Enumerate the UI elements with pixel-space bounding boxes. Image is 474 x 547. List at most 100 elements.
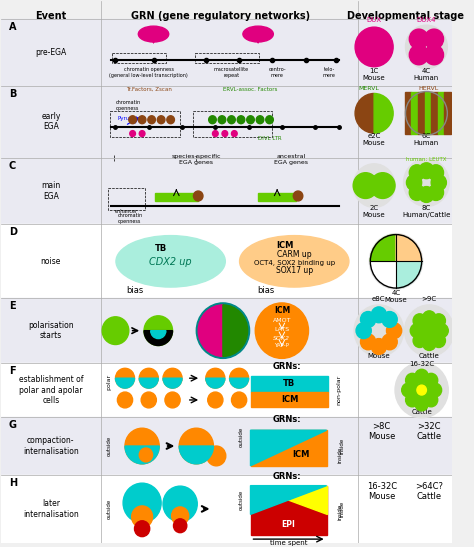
Circle shape <box>256 116 264 124</box>
Circle shape <box>386 323 401 339</box>
Wedge shape <box>370 235 396 261</box>
Circle shape <box>403 159 449 206</box>
Wedge shape <box>396 261 422 288</box>
Text: CDX2: CDX2 <box>224 322 241 327</box>
Circle shape <box>428 165 444 181</box>
Circle shape <box>415 383 428 397</box>
Polygon shape <box>250 430 327 466</box>
Circle shape <box>353 164 395 207</box>
Circle shape <box>432 334 446 347</box>
Text: telo-
mere: telo- mere <box>323 67 336 78</box>
Wedge shape <box>374 94 393 133</box>
Text: DUX4: DUX4 <box>417 17 436 23</box>
Circle shape <box>222 131 228 137</box>
Circle shape <box>123 483 161 523</box>
Text: DIVL LTR: DIVL LTR <box>258 136 282 141</box>
Text: GRNs:: GRNs: <box>273 362 301 371</box>
Circle shape <box>409 184 425 200</box>
Text: SOX2: SOX2 <box>224 330 241 335</box>
Circle shape <box>125 428 159 464</box>
Text: TB: TB <box>260 492 271 501</box>
Circle shape <box>353 173 378 199</box>
Circle shape <box>425 45 444 65</box>
Bar <box>155 193 198 201</box>
Text: DUX-C: DUX-C <box>249 32 268 37</box>
Text: ancestral
EGA genes: ancestral EGA genes <box>274 154 309 165</box>
Circle shape <box>371 339 386 354</box>
Text: later
internalisation: later internalisation <box>23 499 79 519</box>
Text: DUX-C: DUX-C <box>144 32 163 37</box>
Circle shape <box>196 303 249 358</box>
Circle shape <box>293 191 303 201</box>
Text: YAP: YAP <box>206 330 217 335</box>
Text: main
EGA: main EGA <box>41 181 61 201</box>
Text: >64C?: >64C? <box>415 481 443 491</box>
Circle shape <box>130 131 136 137</box>
Text: EPI: EPI <box>282 520 295 529</box>
Wedge shape <box>163 378 182 388</box>
Text: 8C: 8C <box>422 205 431 211</box>
Polygon shape <box>250 486 327 514</box>
Circle shape <box>419 163 434 179</box>
Text: Human: Human <box>414 140 439 146</box>
Text: pre-EGA: pre-EGA <box>35 48 66 57</box>
Circle shape <box>423 324 436 337</box>
Text: noise: noise <box>41 257 61 266</box>
Text: human: LEUTX: human: LEUTX <box>406 157 447 162</box>
Text: LATS: LATS <box>274 327 290 331</box>
Circle shape <box>417 385 427 395</box>
Text: TB: TB <box>264 435 276 444</box>
Text: Cattle: Cattle <box>417 432 442 441</box>
Wedge shape <box>229 378 248 388</box>
Circle shape <box>165 392 180 408</box>
Text: polar: polar <box>106 374 111 390</box>
Text: TEAD: TEAD <box>203 322 220 327</box>
Text: non-polar: non-polar <box>337 375 341 405</box>
Text: OCT4, SOX2 binding up: OCT4, SOX2 binding up <box>254 260 335 266</box>
Circle shape <box>102 317 129 345</box>
Bar <box>252 392 328 408</box>
Text: Pyruvate: Pyruvate <box>118 116 142 121</box>
Circle shape <box>435 324 448 337</box>
Text: Event: Event <box>35 11 66 21</box>
Circle shape <box>370 173 395 199</box>
Text: Tr.Factors, Zscan: Tr.Factors, Zscan <box>126 86 172 91</box>
Text: YAP-P: YAP-P <box>274 344 290 348</box>
Circle shape <box>409 45 428 65</box>
Text: 16-32C: 16-32C <box>367 481 397 491</box>
Circle shape <box>405 25 447 69</box>
Bar <box>438 92 445 134</box>
Circle shape <box>425 29 444 49</box>
Circle shape <box>135 521 150 537</box>
Bar <box>258 193 296 201</box>
Circle shape <box>371 307 386 323</box>
Text: 16-32C: 16-32C <box>409 361 434 367</box>
Bar <box>1 19 452 85</box>
Wedge shape <box>198 305 223 357</box>
Circle shape <box>139 448 153 462</box>
Circle shape <box>361 334 376 350</box>
Text: GRNs:: GRNs: <box>273 472 301 481</box>
Text: ICM: ICM <box>274 306 290 315</box>
Text: Cattle: Cattle <box>411 409 432 415</box>
Text: Human/Cattle: Human/Cattle <box>402 212 451 218</box>
Circle shape <box>246 116 255 124</box>
Circle shape <box>432 314 446 328</box>
Circle shape <box>209 116 216 124</box>
Wedge shape <box>223 305 247 357</box>
Text: AMOT: AMOT <box>273 318 291 323</box>
Text: inside: inside <box>339 501 344 517</box>
Text: Mouse: Mouse <box>363 74 385 80</box>
Text: Mouse: Mouse <box>363 140 385 146</box>
Circle shape <box>266 116 273 124</box>
Wedge shape <box>179 446 213 464</box>
Wedge shape <box>206 378 225 388</box>
Text: macrosatellite
repeat: macrosatellite repeat <box>214 67 249 78</box>
Text: E: E <box>9 301 16 311</box>
Text: 6C: 6C <box>422 133 431 139</box>
Text: ICM: ICM <box>292 450 310 459</box>
Text: Cattle: Cattle <box>417 492 442 501</box>
Circle shape <box>382 334 397 350</box>
Circle shape <box>231 392 246 408</box>
Circle shape <box>354 305 403 357</box>
